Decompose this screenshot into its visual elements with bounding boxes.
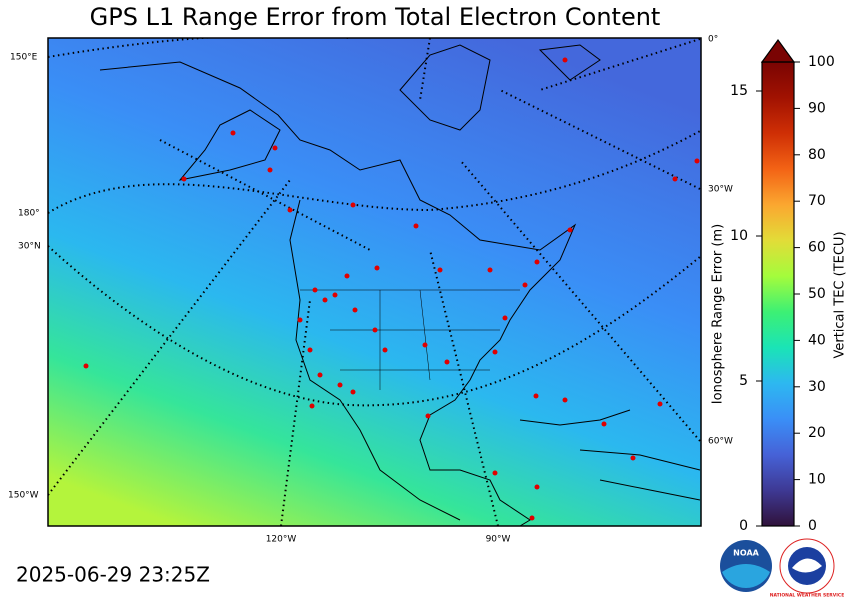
timestamp: 2025-06-29 23:25Z <box>16 563 210 587</box>
graticule-label: 0° <box>708 35 718 45</box>
graticule-labels: 150°E 180° 30°N 150°W 0° 30°W 60°W 120°W 90°W <box>8 35 733 545</box>
logos: NOAA NATIONAL WEATHER SERVICE <box>720 538 845 599</box>
tec-axis-label: Vertical TEC (TECU) <box>833 231 848 358</box>
tec-tick-label: 20 <box>808 425 826 441</box>
nws-text: NATIONAL WEATHER SERVICE <box>770 593 845 599</box>
range-tick-label: 0 <box>739 518 748 534</box>
tec-tick-label: 100 <box>808 54 835 70</box>
tec-tick-label: 50 <box>808 286 826 302</box>
tec-field <box>48 38 701 526</box>
colorbar: 0 10 20 30 40 50 60 70 80 90 100 0 5 10 15 Ionosphere R… <box>711 38 848 534</box>
colorbar-extend <box>760 38 796 63</box>
graticule-label: 150°W <box>8 491 39 501</box>
graticule <box>48 38 701 526</box>
range-tick-label: 10 <box>730 228 748 244</box>
title: GPS L1 Range Error from Total Electron C… <box>90 3 661 31</box>
graticule-label: 90°W <box>486 535 511 545</box>
nws-cloud <box>792 558 822 573</box>
tec-tick-label: 0 <box>808 518 817 534</box>
coastlines <box>99 44 701 526</box>
tec-tick-label: 90 <box>808 100 826 116</box>
graticule-label: 150°E <box>10 53 38 63</box>
graticule-label: 120°W <box>266 535 297 545</box>
noaa-text: NOAA <box>733 549 759 558</box>
noaa-wave <box>722 564 770 588</box>
tec-tick-label: 30 <box>808 379 826 395</box>
tec-tick-label: 70 <box>808 193 826 209</box>
tec-tick-label: 60 <box>808 240 826 256</box>
range-axis-label: Ionosphere Range Error (m) <box>711 224 726 404</box>
map <box>47 37 702 527</box>
tec-tick-label: 10 <box>808 472 826 488</box>
graticule-label: 180° <box>18 209 40 219</box>
colorbar-fill <box>762 62 794 526</box>
tec-tick-label: 80 <box>808 147 826 163</box>
graticule-label: 30°N <box>18 242 41 252</box>
range-tick-label: 5 <box>739 373 748 389</box>
stations <box>83 57 700 521</box>
graticule-label: 30°W <box>708 185 733 195</box>
graticule-label: 60°W <box>708 437 733 447</box>
tec-tick-label: 40 <box>808 332 826 348</box>
range-tick-label: 15 <box>730 83 748 99</box>
map-frame <box>47 37 702 527</box>
